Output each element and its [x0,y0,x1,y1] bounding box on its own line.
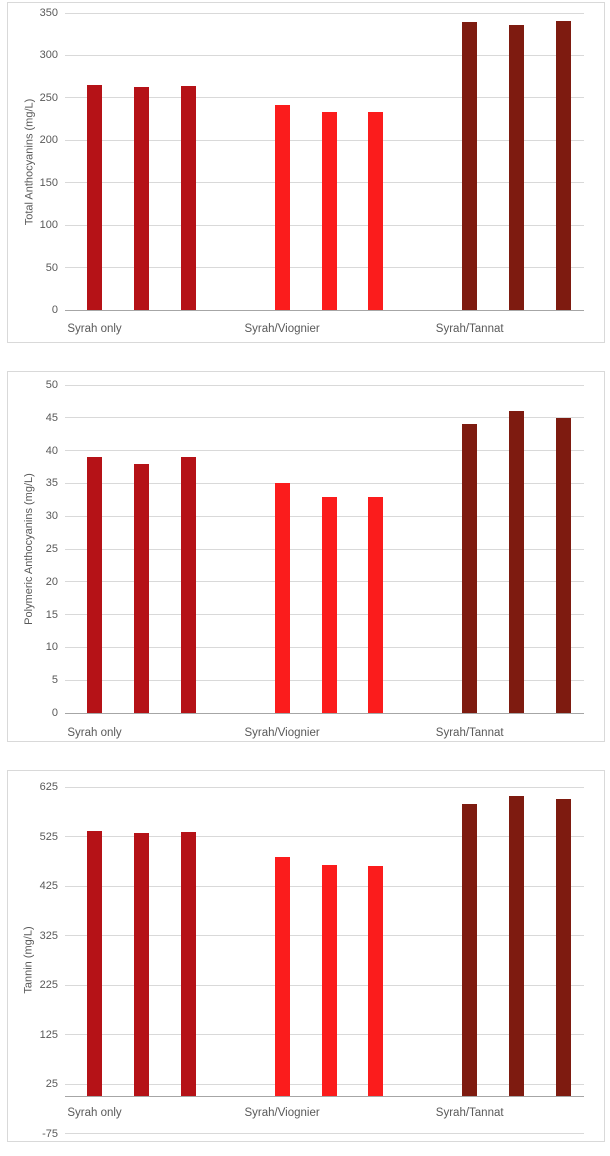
bar [321,112,337,310]
bar [509,411,525,713]
y-tick-label: 300 [39,49,58,62]
y-tick-label: 0 [51,304,58,316]
bar [321,865,337,1097]
y-tick-label: 200 [39,134,58,147]
gridline [65,54,584,56]
y-tick-label: 100 [39,219,58,232]
y-tick-label: 0 [51,707,58,719]
gridline [65,417,584,419]
bar [556,798,571,1097]
total-anthocyanins-chart: Total Anthocyanins (mg/L) 0 50 100 150 200 25… [7,2,605,343]
bar [274,856,290,1097]
y-tick-label: 45 [45,411,58,424]
bar [462,424,478,713]
category-label: Syrah/Tannat [435,727,504,739]
y-tick-label: -75 [42,1127,58,1140]
bar [180,457,196,713]
y-tick-label: 250 [39,91,58,104]
y-tick-label: 525 [39,830,58,843]
y-tick-label: 225 [39,979,58,991]
category-label: Syrah/Viognier [244,727,320,739]
category-label: Syrah/Viognier [244,323,320,335]
y-tick-label: 325 [39,929,58,942]
bar [462,22,478,310]
y-tick-label: 25 [45,543,58,555]
bar [556,417,571,713]
category-label: Syrah only [67,1107,122,1119]
y-tick-label: 425 [39,880,58,892]
bar [133,463,149,713]
polymeric-anthocyanins-chart: Polymeric Anthocyanins (mg/L) 0 5 10 15 20 25… [7,371,605,742]
plot-area: 0 5 10 15 20 25 30 35 40 45 50 Syrah only Syrah/Viog… [8,372,604,741]
gridline [65,450,584,452]
y-tick-label: 35 [45,477,58,490]
y-tick-label: 350 [39,7,58,19]
y-tick-label: 25 [45,1078,58,1090]
plot-area: 0 50 100 150 200 250 300 350 Syrah only Syrah/Vio… [8,3,604,342]
y-tick-label: 50 [45,261,58,274]
y-tick-label: 50 [45,379,58,391]
x-axis-line [65,712,584,714]
bar [368,112,384,310]
bar [180,832,196,1097]
category-label: Syrah only [67,727,122,739]
bar [321,496,337,713]
x-axis-line [65,1095,584,1097]
bar [87,85,102,310]
category-label: Syrah/Viognier [244,1107,320,1119]
gridline [65,12,584,14]
bar [462,804,478,1097]
tannin-chart: Tannin (mg/L) -75 25 125 225 325 425 525 625 Syr… [7,770,605,1142]
category-label: Syrah/Tannat [435,323,504,335]
category-label: Syrah only [67,323,122,335]
bar [180,85,196,310]
y-tick-label: 20 [45,575,58,588]
y-tick-label: 10 [45,641,58,654]
gridline [65,482,584,484]
bar [509,24,525,310]
x-axis-line [65,309,584,311]
y-tick-label: 40 [45,444,58,457]
bar [133,86,149,310]
bar [87,831,102,1097]
y-tick-label: 150 [39,176,58,189]
gridline [65,786,584,788]
bar [509,795,525,1097]
plot-area: -75 25 125 225 325 425 525 625 Syrah only Syrah/V… [8,771,604,1141]
bar [274,104,290,310]
gridline [65,97,584,99]
bar [368,865,384,1097]
y-tick-label: 5 [51,674,58,687]
y-tick-label: 30 [45,510,58,523]
bar [556,20,571,310]
bar [133,833,149,1097]
category-label: Syrah/Tannat [435,1107,504,1119]
gridline [65,836,584,837]
y-tick-label: 625 [39,781,58,793]
gridline [65,384,584,386]
y-tick-label: 125 [39,1028,58,1041]
y-tick-label: 15 [45,608,58,621]
bar [87,457,102,713]
bar [274,483,290,713]
bar [368,496,384,713]
gridline [65,1133,584,1134]
